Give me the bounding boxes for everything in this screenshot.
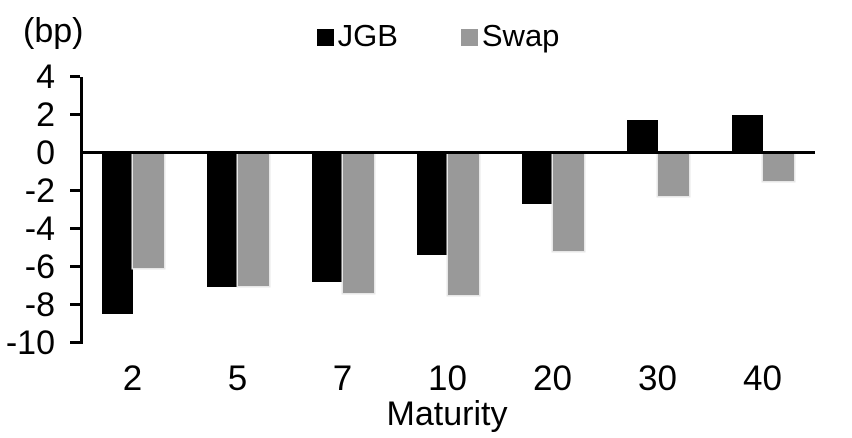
y-tick-label: -4 [24,209,55,248]
swap-swatch-icon [460,29,478,46]
legend-item-swap: Swap [460,18,560,53]
jgb-swatch-icon [316,29,334,46]
bar-swap-5 [237,152,269,286]
bar-swap-30 [657,152,689,197]
bar-swap-20 [552,152,584,252]
bar-swap-7 [342,152,374,294]
legend: JGB Swap [12,19,852,53]
legend-item-jgb: JGB [316,18,398,53]
bar-jgb-7 [311,152,343,282]
bar-jgb-10 [416,152,448,256]
y-axis-line [80,77,83,344]
y-tick-mark [70,227,80,230]
zero-baseline [80,151,815,154]
y-tick-label: 0 [36,133,55,172]
x-tick-label-30: 30 [638,359,677,398]
y-tick-mark [70,265,80,268]
y-tick-label: -6 [24,247,55,286]
y-tick-label: 4 [36,57,55,96]
bar-jgb-5 [206,152,238,288]
legend-label-swap: Swap [481,18,560,53]
bar-swap-40 [762,152,794,181]
y-tick-mark [70,75,80,78]
y-axis-unit-label: (bp) [23,12,84,50]
y-tick-label: -10 [5,323,55,362]
x-tick-label-10: 10 [428,359,467,398]
y-tick-label: -2 [24,171,55,210]
y-tick-mark [70,341,80,344]
bar-jgb-40 [731,114,763,153]
bar-swap-10 [447,152,479,295]
x-axis-title: Maturity [386,395,508,433]
y-tick-mark [70,113,80,116]
y-tick-mark [70,189,80,192]
bar-jgb-30 [626,120,658,153]
bar-jgb-20 [521,152,553,204]
x-tick-label-5: 5 [227,359,248,398]
x-tick-label-40: 40 [743,359,782,398]
bar-swap-2 [132,152,164,269]
y-tick-label: 2 [36,95,55,134]
y-tick-mark [70,303,80,306]
x-tick-label-20: 20 [533,359,572,398]
y-tick-label: -8 [24,285,55,324]
x-tick-label-2: 2 [122,359,143,398]
legend-label-jgb: JGB [337,18,398,53]
bar-jgb-2 [101,152,133,314]
x-tick-label-7: 7 [332,359,353,398]
